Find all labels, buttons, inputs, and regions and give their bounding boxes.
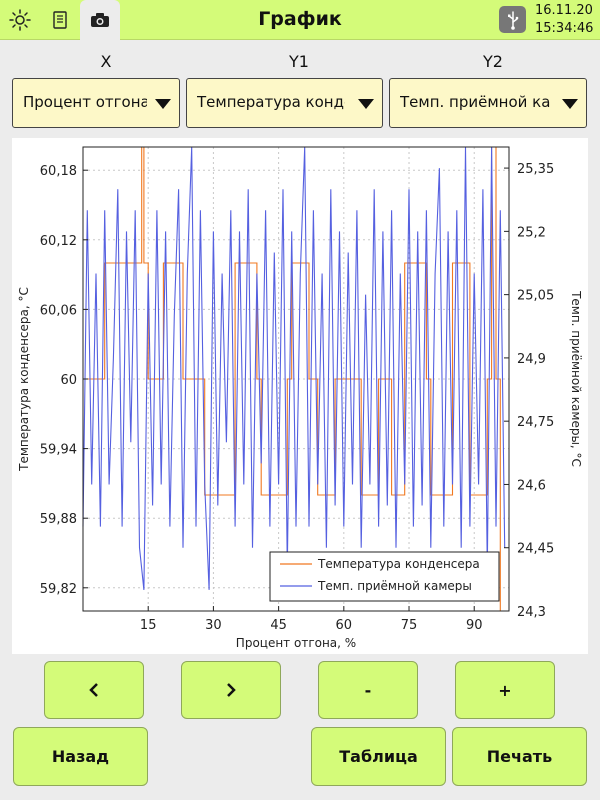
y2-axis-select[interactable]: Темп. приёмной камеры <box>389 78 587 128</box>
y2-tick-label: 24,75 <box>517 415 554 430</box>
y1-axis-select-value: Температура конденсера <box>197 93 345 111</box>
zoom-out-button[interactable]: - <box>318 661 418 719</box>
x-tick-label: 30 <box>205 618 222 633</box>
y-tick-label: 60,18 <box>40 164 77 179</box>
y-tick-label: 60,06 <box>40 303 77 318</box>
y2-tick-label: 24,6 <box>517 478 546 493</box>
chart[interactable]: 15 30 45 60 75 90 59,82 59,88 59,94 60 60,06 60,12 6… <box>12 138 588 654</box>
y2-axis-select-value: Темп. приёмной камеры <box>400 93 550 111</box>
x-tick-label: 90 <box>466 618 483 633</box>
back-button[interactable]: Назад <box>13 727 148 786</box>
sun-icon[interactable] <box>0 0 40 40</box>
x-tick-label: 75 <box>401 618 418 633</box>
x-tick-label: 60 <box>336 618 353 633</box>
y2-axis-header: Y2 <box>483 52 503 71</box>
y-tick-label: 60 <box>60 373 77 388</box>
chevron-down-icon <box>562 99 578 109</box>
x-tick-label: 15 <box>140 618 157 633</box>
camera-icon[interactable] <box>80 0 120 40</box>
y-tick-label: 59,82 <box>40 582 77 597</box>
y2-tick-label: 25,35 <box>517 162 554 177</box>
datetime: 16.11.20 15:34:46 <box>535 2 593 38</box>
next-button[interactable] <box>181 661 281 719</box>
chevron-left-icon <box>89 683 98 697</box>
chevron-down-icon <box>358 99 374 109</box>
y-tick-label: 59,94 <box>40 443 77 458</box>
y2-tick-label: 24,45 <box>517 542 554 557</box>
x-axis-select[interactable]: Процент отгона <box>12 78 180 128</box>
top-bar: График 16.11.20 15:34:46 <box>0 0 600 40</box>
chevron-down-icon <box>155 99 171 109</box>
zoom-in-button[interactable]: + <box>455 661 555 719</box>
prev-button[interactable] <box>44 661 144 719</box>
legend-label-1: Температура конденсера <box>317 557 480 571</box>
x-axis-select-value: Процент отгона <box>23 93 147 111</box>
x-axis-header: X <box>100 52 112 71</box>
y-tick-label: 60,12 <box>40 234 77 249</box>
y2-tick-label: 24,3 <box>517 605 546 620</box>
chevron-right-icon <box>227 683 236 697</box>
date-label: 16.11.20 <box>535 3 593 18</box>
y2-axis-title: Темп. приёмной камеры, °C <box>569 290 583 467</box>
x-tick-label: 45 <box>270 618 287 633</box>
chart-svg: 15 30 45 60 75 90 59,82 59,88 59,94 60 60,06 60,12 6… <box>17 146 583 650</box>
table-button[interactable]: Таблица <box>311 727 446 786</box>
y-tick-label: 59,88 <box>40 512 77 527</box>
y1-axis-select[interactable]: Температура конденсера <box>186 78 383 128</box>
y-axis-title: Температура конденсера, °C <box>17 287 31 472</box>
usb-icon[interactable] <box>499 6 526 33</box>
y2-tick-label: 25,05 <box>517 289 554 304</box>
y1-axis-header: Y1 <box>289 52 309 71</box>
chart-legend: Температура конденсера Темп. приёмной ка… <box>269 551 500 602</box>
x-axis-title: Процент отгона, % <box>236 636 356 650</box>
y2-tick-label: 25,2 <box>517 225 546 240</box>
print-button[interactable]: Печать <box>452 727 587 786</box>
notebook-icon[interactable] <box>40 0 80 40</box>
legend-label-2: Темп. приёмной камеры <box>317 579 472 593</box>
time-label: 15:34:46 <box>535 21 594 36</box>
y2-tick-label: 24,9 <box>517 352 546 367</box>
series-line-2 <box>82 146 506 590</box>
